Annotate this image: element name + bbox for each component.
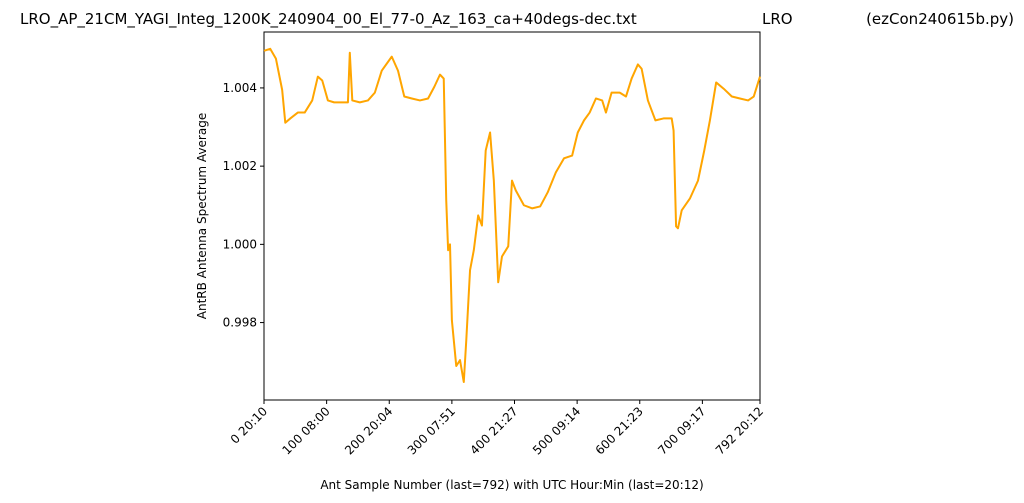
y-tick-label: 0.998 bbox=[223, 316, 257, 330]
plot-frame bbox=[263, 31, 761, 401]
chart-title-program: (ezCon240615b.py) bbox=[866, 10, 1014, 28]
y-tick-label: 1.000 bbox=[223, 237, 257, 251]
y-axis-label: AntRB Antenna Spectrum Average bbox=[195, 113, 209, 319]
y-tick-label: 1.004 bbox=[223, 81, 257, 95]
y-tick-label: 1.002 bbox=[223, 159, 257, 173]
chart-title-site: LRO bbox=[762, 10, 793, 28]
data-line bbox=[263, 47, 761, 384]
chart-title-file: LRO_AP_21CM_YAGI_Integ_1200K_240904_00_E… bbox=[20, 10, 637, 29]
x-axis-label: Ant Sample Number (last=792) with UTC Ho… bbox=[320, 478, 703, 492]
